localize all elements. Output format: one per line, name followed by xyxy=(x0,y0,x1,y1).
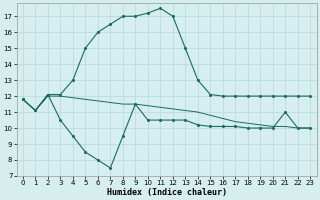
X-axis label: Humidex (Indice chaleur): Humidex (Indice chaleur) xyxy=(107,188,227,197)
